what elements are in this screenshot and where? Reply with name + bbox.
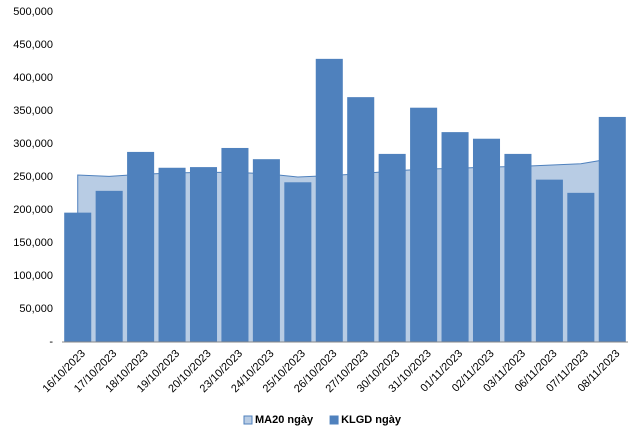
y-tick-label: 450,000 <box>13 39 53 51</box>
y-tick-label: 200,000 <box>13 204 53 216</box>
bar <box>64 212 92 342</box>
bar <box>221 147 249 342</box>
y-tick-label: 100,000 <box>13 270 53 282</box>
y-tick-label: 300,000 <box>13 138 53 150</box>
y-tick-label: 400,000 <box>13 72 53 84</box>
area <box>77 157 613 343</box>
y-tick-label: 150,000 <box>13 237 53 249</box>
bar <box>535 179 563 342</box>
y-tick-label: 50,000 <box>19 303 53 315</box>
bar <box>441 132 469 342</box>
bar <box>284 182 312 342</box>
bar <box>252 159 280 342</box>
y-tick-label: 250,000 <box>13 171 53 183</box>
bar <box>504 153 532 342</box>
bar <box>127 151 155 342</box>
bar <box>315 58 343 343</box>
legend-label: KLGD ngày <box>341 414 402 426</box>
legend-swatch <box>243 415 253 425</box>
bar <box>410 107 438 342</box>
bar <box>378 153 406 342</box>
legend-swatch <box>329 415 339 425</box>
bar <box>567 192 595 342</box>
bar <box>158 167 186 342</box>
bar <box>347 97 375 342</box>
y-tick-label: 350,000 <box>13 105 53 117</box>
bar <box>598 116 626 342</box>
y-tick-label: - <box>49 336 53 348</box>
bar <box>472 138 501 342</box>
y-tick-label: 500,000 <box>13 6 53 18</box>
legend-label: MA20 ngày <box>255 414 314 426</box>
bar <box>95 190 123 342</box>
bar <box>189 167 218 342</box>
